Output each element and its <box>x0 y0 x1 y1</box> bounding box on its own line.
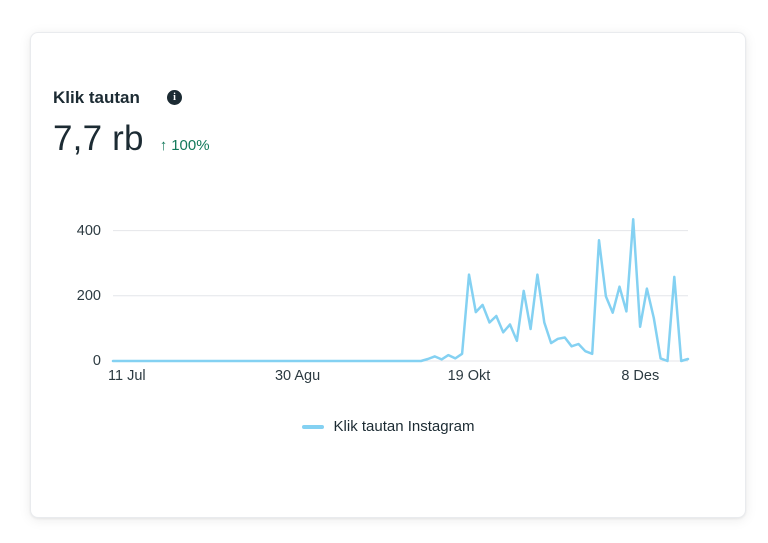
y-axis-label: 0 <box>92 353 101 370</box>
card-header: Klik tautan i <box>53 87 745 109</box>
y-axis-label: 200 <box>76 288 101 305</box>
trend-up-icon: ↑ <box>159 137 168 155</box>
chart-svg <box>111 218 690 363</box>
klik-tautan-card: Klik tautan i 7,7 rb ↑ 100% 0 200 400 11 J… <box>30 32 746 518</box>
x-axis-label: 11 Jul <box>107 368 146 385</box>
chart-row: 0 200 400 <box>53 211 745 369</box>
x-axis-label: 8 Des <box>621 368 660 385</box>
metric-value: 7,7 rb <box>53 119 144 159</box>
legend-item-instagram[interactable]: Klik tautan Instagram <box>31 418 745 435</box>
card-title: Klik tautan <box>53 88 140 107</box>
trend-indicator: ↑ 100% <box>160 137 210 154</box>
legend-line-swatch <box>301 424 324 429</box>
y-axis-label: 400 <box>76 223 101 239</box>
series-line-instagram <box>111 218 690 363</box>
y-axis: 0 200 400 <box>53 211 101 369</box>
x-axis-label: 19 Okt <box>447 368 491 385</box>
legend-label: Klik tautan Instagram <box>333 418 475 436</box>
x-axis: 11 Jul 30 Agu 19 Okt 8 Des <box>108 368 688 388</box>
chart-plot[interactable] <box>111 211 690 363</box>
line-chart: 0 200 400 11 Jul 30 Agu 19 Okt 8 Des <box>53 211 745 388</box>
trend-value: 100% <box>171 137 210 155</box>
metric-row: 7,7 rb ↑ 100% <box>53 119 745 159</box>
info-icon[interactable]: i <box>167 90 182 105</box>
x-axis-label: 30 Agu <box>274 368 321 385</box>
